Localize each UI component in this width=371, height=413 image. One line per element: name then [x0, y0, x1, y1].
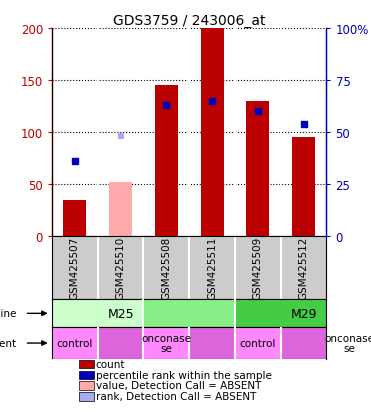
- Bar: [98, 328, 144, 359]
- Text: count: count: [96, 359, 125, 369]
- Bar: [292, 138, 315, 237]
- Text: onconase
se: onconase se: [324, 333, 371, 354]
- Bar: [235, 299, 326, 328]
- Text: agent: agent: [0, 338, 16, 348]
- Text: percentile rank within the sample: percentile rank within the sample: [96, 370, 272, 380]
- Bar: [201, 29, 223, 237]
- Bar: [79, 371, 95, 379]
- Text: GSM425507: GSM425507: [70, 236, 80, 299]
- Bar: [79, 360, 95, 368]
- Text: GSM425512: GSM425512: [299, 236, 309, 299]
- Bar: [155, 86, 178, 237]
- Bar: [144, 299, 235, 328]
- Text: control: control: [240, 338, 276, 348]
- Bar: [189, 328, 235, 359]
- Bar: [281, 328, 326, 359]
- Text: rank, Detection Call = ABSENT: rank, Detection Call = ABSENT: [96, 392, 256, 401]
- Bar: [144, 328, 189, 359]
- Text: onconase
se: onconase se: [141, 333, 191, 354]
- Bar: [109, 183, 132, 237]
- Bar: [79, 392, 95, 401]
- Text: GSM425511: GSM425511: [207, 236, 217, 299]
- Title: GDS3759 / 243006_at: GDS3759 / 243006_at: [113, 14, 266, 28]
- Text: control: control: [57, 338, 93, 348]
- Text: GSM425509: GSM425509: [253, 236, 263, 299]
- Text: GSM425508: GSM425508: [161, 236, 171, 299]
- Bar: [246, 102, 269, 237]
- Bar: [63, 200, 86, 237]
- Bar: [52, 299, 144, 328]
- Text: value, Detection Call = ABSENT: value, Detection Call = ABSENT: [96, 380, 261, 390]
- Bar: [235, 328, 281, 359]
- Text: M25: M25: [107, 307, 134, 320]
- Bar: [52, 328, 98, 359]
- Text: GSM425510: GSM425510: [116, 236, 125, 299]
- Bar: [79, 381, 95, 389]
- Text: cell line: cell line: [0, 309, 16, 318]
- Text: M29: M29: [290, 307, 317, 320]
